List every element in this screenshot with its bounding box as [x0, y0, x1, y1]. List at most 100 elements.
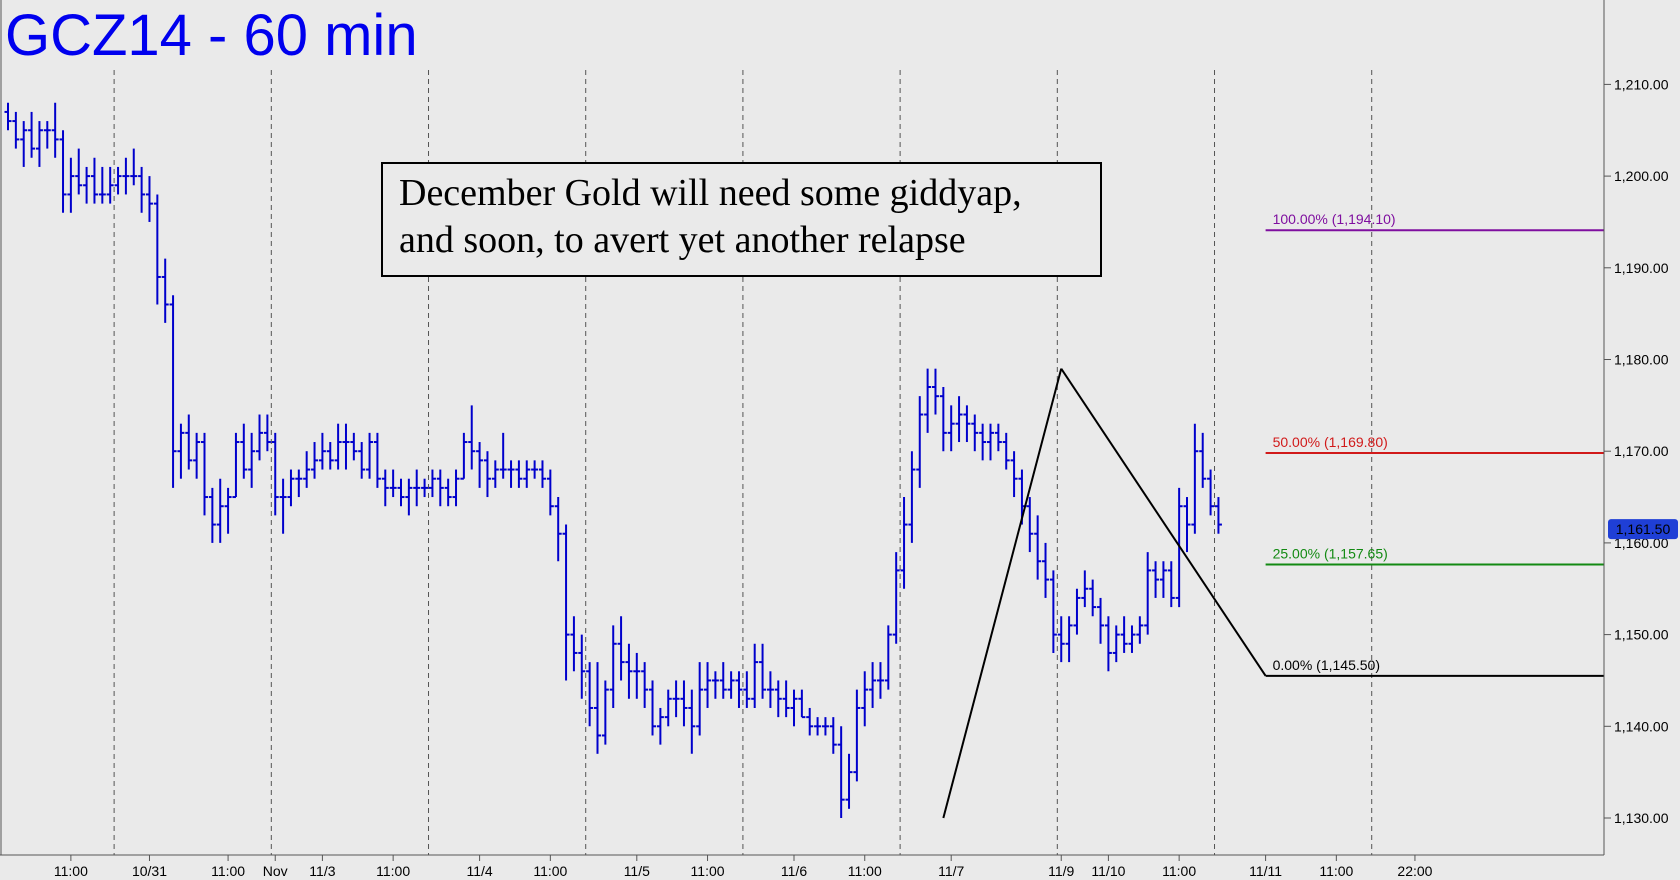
- fib-level-label: 100.00% (1,194.10): [1273, 211, 1396, 227]
- ohlc-bar: [806, 707, 814, 736]
- chart-title: GCZ14 - 60 min: [5, 3, 418, 68]
- x-tick-label: 11:00: [848, 863, 882, 879]
- ohlc-bar: [1049, 570, 1057, 653]
- ohlc-bar: [876, 662, 884, 699]
- ohlc-bar: [295, 469, 303, 498]
- x-tick-label: 11/10: [1091, 863, 1125, 879]
- x-tick-label: 11:00: [376, 863, 410, 879]
- ohlc-bar: [4, 102, 12, 131]
- ohlc-bar: [782, 680, 790, 718]
- ohlc-bar: [884, 625, 892, 690]
- ohlc-bar: [916, 396, 924, 488]
- ohlc-bar: [303, 451, 311, 488]
- ohlc-bar: [594, 662, 601, 754]
- ohlc-bar: [790, 689, 798, 727]
- ohlc-bar: [1104, 616, 1112, 672]
- y-tick-label: 1,190.00: [1614, 260, 1669, 276]
- ohlc-bar: [751, 643, 759, 708]
- ohlc-bar: [98, 166, 106, 204]
- ohlc-bar: [1065, 616, 1073, 663]
- ohlc-bar: [507, 460, 515, 488]
- ohlc-bar: [1144, 552, 1152, 635]
- ohlc-bar: [145, 176, 153, 222]
- ohlc-bar: [169, 295, 177, 488]
- ohlc-bar: [696, 662, 704, 736]
- ohlc-bar: [641, 662, 649, 708]
- ohlc-bar: [444, 478, 452, 507]
- annotation-line-1: December Gold will need some giddyap,: [399, 172, 1022, 214]
- x-tick-label: 11/4: [466, 863, 492, 879]
- y-axis: 1,130.001,140.001,150.001,160.001,170.00…: [1603, 0, 1669, 855]
- ohlc-bar: [1042, 542, 1050, 598]
- ohlc-bar: [711, 671, 719, 699]
- fibonacci-levels: 100.00% (1,194.10) 50.00% (1,169.80) 25.00…: [1265, 211, 1604, 677]
- ohlc-bar: [428, 469, 436, 498]
- trend-lines: [942, 368, 1267, 819]
- x-axis: 11:00 10/31 11:00 Nov 11/3 11:00 11/4 11:00 11/5…: [0, 0, 1604, 879]
- fib-level-label: 0.00% (1,145.50): [1273, 657, 1380, 673]
- ohlc-bar: [287, 469, 295, 507]
- y-tick-label: 1,170.00: [1614, 443, 1669, 459]
- ohlc-bar: [421, 478, 429, 498]
- trend-line: [942, 368, 1063, 819]
- ohlc-bar: [476, 442, 484, 488]
- ohlc-bar: [43, 121, 51, 149]
- y-tick-label: 1,150.00: [1614, 627, 1669, 643]
- ohlc-bar: [1128, 625, 1136, 653]
- ohlc-bar: [232, 432, 240, 499]
- ohlc-bar: [963, 405, 971, 443]
- ohlc-bar: [570, 616, 578, 672]
- ohlc-bar: [366, 432, 374, 479]
- x-tick-label: 11:00: [211, 863, 245, 879]
- ohlc-bar: [931, 368, 939, 415]
- ohlc-bar: [224, 487, 232, 534]
- x-tick-label: 11:00: [54, 863, 88, 879]
- ohlc-bar: [1026, 497, 1034, 553]
- ohlc-bar: [672, 680, 680, 718]
- ohlc-bar: [759, 643, 767, 699]
- ohlc-bar: [578, 634, 586, 699]
- ohlc-bar: [248, 432, 256, 488]
- ohlc-bar: [586, 662, 594, 727]
- ohlc-bar: [955, 396, 963, 443]
- ohlc-bar: [837, 726, 845, 818]
- x-tick-label: 11:00: [1319, 863, 1353, 879]
- ohlc-bar: [1034, 515, 1042, 580]
- ohlc-bar: [279, 478, 287, 534]
- ohlc-bar: [12, 111, 20, 149]
- ohlc-bar: [680, 680, 688, 727]
- x-tick-label: 11:00: [1162, 863, 1196, 879]
- ohlc-bar: [468, 405, 476, 470]
- ohlc-bar: [138, 166, 146, 213]
- x-tick-label: 11:00: [691, 863, 725, 879]
- fib-level-label: 25.00% (1,157.65): [1273, 545, 1388, 561]
- ohlc-bar: [83, 166, 91, 204]
- ohlc-bar: [515, 460, 523, 488]
- current-price-badge: 1,161.50: [1608, 519, 1678, 540]
- ohlc-bar: [122, 157, 130, 195]
- ohlc-bar: [743, 671, 751, 708]
- ohlc-bar: [1183, 497, 1191, 553]
- y-tick-label: 1,210.00: [1614, 76, 1669, 92]
- ohlc-bar: [861, 671, 869, 727]
- ohlc-bar: [1120, 616, 1128, 653]
- ohlc-bar: [35, 121, 43, 167]
- x-tick-label: 11:00: [533, 863, 567, 879]
- ohlc-bar: [900, 497, 908, 589]
- ohlc-bar: [727, 671, 735, 699]
- ohlc-bar: [318, 432, 326, 470]
- ohlc-bar: [185, 414, 193, 470]
- ohlc-bar: [67, 157, 75, 213]
- x-tick-label: 22:00: [1397, 863, 1432, 879]
- current-price-label: 1,161.50: [1616, 521, 1671, 537]
- fib-level-label: 50.00% (1,169.80): [1273, 434, 1388, 450]
- ohlc-bar: [208, 487, 216, 543]
- x-tick-label: 11/6: [781, 863, 807, 879]
- ohlc-bar: [853, 689, 861, 782]
- ohlc-bar: [562, 524, 570, 681]
- ohlc-bar: [523, 460, 531, 488]
- ohlc-bar: [821, 717, 829, 736]
- annotation-box: December Gold will need some giddyap, an…: [381, 162, 1102, 277]
- ohlc-bar: [1081, 570, 1089, 608]
- ohlc-bar: [59, 130, 67, 213]
